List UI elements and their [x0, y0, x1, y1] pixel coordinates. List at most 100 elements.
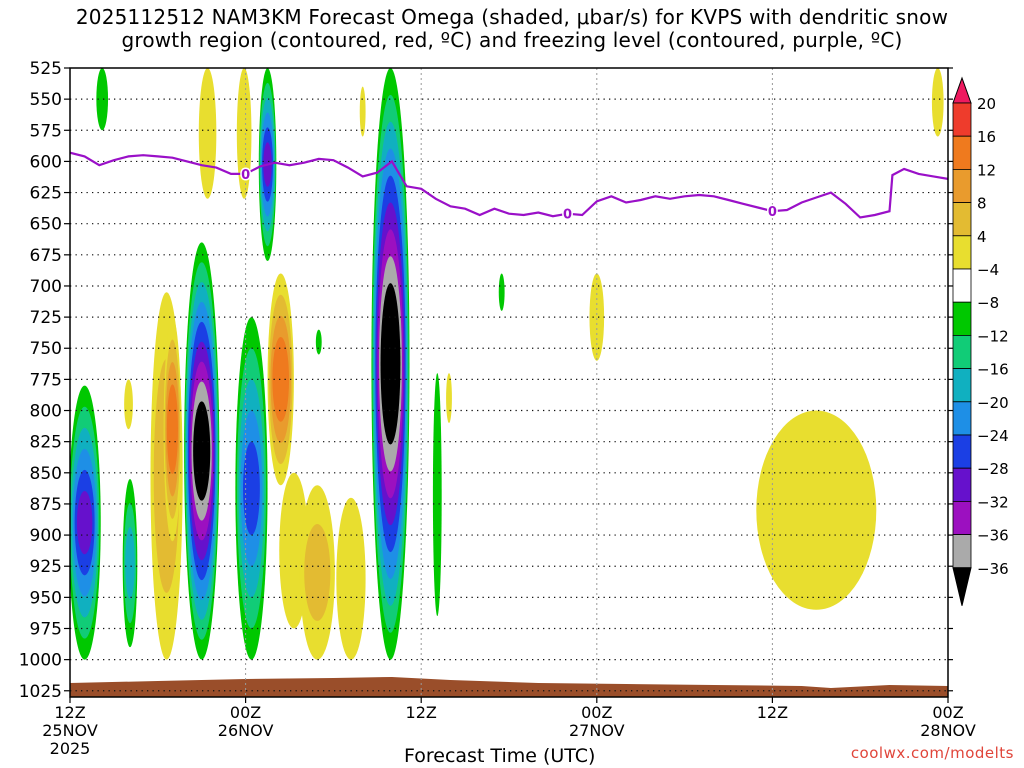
freezing-level-label: 0	[563, 208, 572, 223]
y-tick-label: 675	[30, 246, 62, 266]
colorbar-segment	[952, 500, 972, 535]
omega-cell	[163, 317, 182, 542]
x-tick-label: 12Z	[406, 703, 437, 722]
y-tick-label: 825	[30, 433, 62, 453]
colorbar-segment	[952, 102, 972, 137]
colorbar-label: 8	[977, 195, 987, 213]
x-tick-date: 25NOV	[42, 721, 98, 740]
omega-cell	[124, 379, 133, 430]
y-tick-label: 900	[30, 526, 62, 546]
x-tick-date: 26NOV	[218, 721, 274, 740]
colorbar-segment	[952, 401, 972, 436]
colorbar-label: −24	[977, 427, 1009, 445]
y-tick-label: 575	[30, 121, 62, 141]
colorbar-label: 12	[977, 161, 996, 179]
omega-contour-band	[243, 441, 260, 536]
colorbar-segment	[952, 268, 972, 303]
colorbar-label: −4	[977, 261, 999, 279]
y-tick-label: 1000	[19, 651, 62, 671]
y-tick-label: 775	[30, 370, 62, 390]
x-axis-title: Forecast Time (UTC)	[404, 745, 596, 767]
omega-cell	[931, 68, 944, 137]
y-tick-label: 650	[30, 215, 62, 235]
omega-contour-band	[304, 524, 331, 621]
omega-contour-band	[236, 68, 252, 199]
colorbar-segment	[952, 434, 972, 469]
omega-contour-band	[124, 379, 133, 430]
colorbar-segment	[952, 301, 972, 336]
x-tick-label: 00Z	[581, 703, 612, 722]
y-tick-label: 750	[30, 339, 62, 359]
plot-frame	[69, 67, 949, 698]
omega-cell	[235, 317, 268, 660]
colorbar-segment	[952, 168, 972, 203]
omega-cell	[299, 485, 335, 660]
colorbar-top-arrow	[952, 76, 972, 104]
gridlines	[70, 68, 948, 697]
y-tick-label: 850	[30, 464, 62, 484]
colorbar-segment	[952, 467, 972, 502]
omega-cell	[371, 68, 410, 660]
y-tick-label: 975	[30, 619, 62, 639]
watermark: coolwx.com/modelts	[850, 744, 1014, 762]
freezing-level-label: 0	[768, 205, 777, 220]
omega-contour-band	[315, 329, 322, 355]
colorbar-label: −36	[977, 527, 1009, 545]
omega-cell	[498, 273, 505, 311]
omega-cell	[315, 329, 322, 355]
terrain-ground	[70, 677, 948, 697]
omega-contour-band	[166, 384, 178, 475]
omega-contour-band	[359, 86, 366, 137]
colorbar-label: −32	[977, 493, 1009, 511]
y-tick-label: 625	[30, 184, 62, 204]
colorbar-label: −16	[977, 361, 1009, 379]
colorbar-segment	[952, 334, 972, 369]
omega-contour-band	[336, 497, 366, 660]
omega-cell	[336, 497, 366, 660]
y-tick-label: 800	[30, 402, 62, 422]
colorbar-segment	[952, 235, 972, 270]
y-tick-label: 700	[30, 277, 62, 297]
omega-cell	[446, 373, 452, 423]
colorbar-segment	[952, 202, 972, 237]
freezing-level-label: 0	[241, 168, 250, 183]
y-tick-label: 600	[30, 152, 62, 172]
colorbar-label: −28	[977, 460, 1009, 478]
y-tick-label: 925	[30, 557, 62, 577]
x-tick-label: 00Z	[932, 703, 963, 722]
omega-contour-band	[432, 373, 442, 617]
y-tick-label: 725	[30, 308, 62, 328]
chart-title-line-2: growth region (contoured, red, ºC) and f…	[121, 28, 903, 52]
colorbar-label: −36	[977, 560, 1009, 578]
omega-contour-band	[198, 68, 217, 199]
omega-cell	[756, 410, 877, 610]
x-tick-year: 2025	[50, 739, 91, 758]
omega-cell	[236, 68, 252, 199]
omega-contour-band	[446, 373, 452, 423]
colorbar: 20 16 12 8 4 −4 −8 −12 −16 −20 −24 −28 −32 −36 −36	[952, 76, 1009, 606]
omega-contour-band	[756, 410, 877, 610]
omega-contour-band	[382, 310, 399, 418]
x-tick-label: 12Z	[54, 703, 85, 722]
x-tick-label: 12Z	[757, 703, 788, 722]
colorbar-label: 16	[977, 128, 996, 146]
colorbar-label: 20	[977, 95, 996, 113]
omega-contour-band	[96, 68, 109, 131]
omega-cell	[122, 479, 138, 648]
colorbar-label: −12	[977, 327, 1009, 345]
y-tick-label: 550	[30, 90, 62, 110]
chart-title: 2025112512 NAM3KM Forecast Omega (shaded…	[0, 6, 1024, 52]
colorbar-segment	[952, 534, 972, 569]
x-tick-date: 28NOV	[920, 721, 976, 740]
y-tick-label: 1025	[19, 682, 62, 702]
omega-contour-band	[498, 273, 505, 311]
omega-contour-band	[76, 491, 93, 555]
y-tick-label: 875	[30, 495, 62, 515]
omega-contour-band	[589, 273, 605, 361]
x-tick-date: 27NOV	[569, 721, 625, 740]
y-tick-label: 950	[30, 588, 62, 608]
colorbar-label: −8	[977, 294, 999, 312]
omega-cell	[96, 68, 109, 131]
